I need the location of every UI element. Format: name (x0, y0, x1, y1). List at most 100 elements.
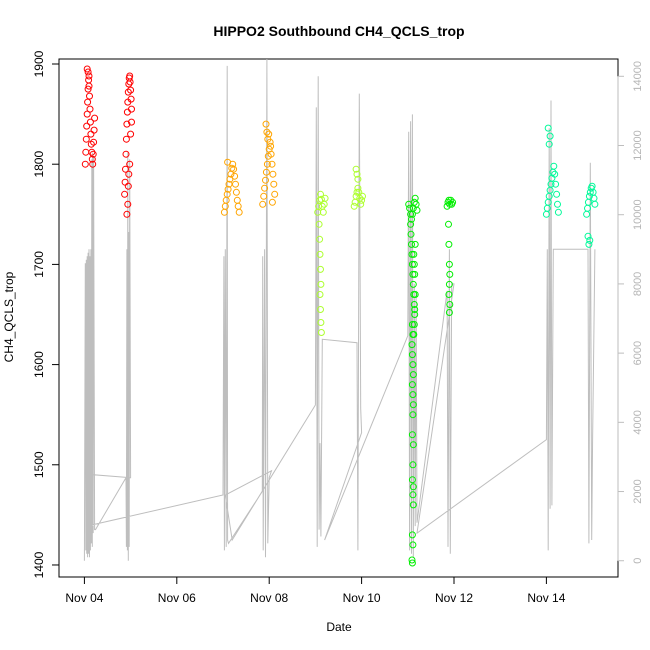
data-point (230, 165, 238, 173)
x-axis: Nov 04 Nov 06 Nov 08 Nov 10 Nov 12 Nov 14 (65, 576, 566, 605)
data-point (408, 531, 416, 539)
data-point (123, 120, 131, 128)
data-point (223, 190, 231, 198)
data-point (123, 108, 131, 116)
data-point (357, 200, 365, 208)
data-point (262, 120, 270, 128)
data-point (317, 265, 324, 273)
data-point (350, 202, 358, 210)
data-point (409, 461, 417, 469)
data-point (409, 441, 417, 449)
data-point (232, 180, 239, 188)
data-point (447, 196, 455, 204)
data-point (91, 114, 99, 122)
data-point (446, 270, 454, 278)
data-point (264, 135, 272, 143)
data-point (321, 194, 329, 202)
data-point (411, 306, 419, 313)
data-point (85, 82, 93, 90)
data-point (121, 190, 129, 198)
data-point (222, 196, 230, 204)
data-point (82, 148, 90, 156)
data-point (126, 160, 134, 168)
data-point (317, 319, 325, 326)
data-point (411, 291, 419, 298)
data-point (445, 309, 453, 316)
data-point (83, 122, 91, 130)
x-tick-label: Nov 10 (343, 591, 381, 605)
x-axis-label: Date (326, 620, 352, 634)
y2-tick-label: 14000 (632, 61, 644, 92)
data-point (88, 148, 96, 156)
data-point (449, 198, 457, 206)
data-point (86, 105, 94, 113)
y2-tick-label: 12000 (632, 130, 644, 161)
data-point (124, 182, 132, 190)
y-tick-label: 1900 (32, 50, 46, 77)
data-point (268, 160, 276, 168)
y-tick-label: 1700 (32, 251, 46, 278)
data-point (552, 180, 560, 188)
data-point (586, 236, 594, 244)
data-point (585, 240, 593, 248)
data-point (81, 160, 89, 168)
data-point (409, 401, 417, 409)
data-point (86, 92, 93, 100)
data-point (554, 200, 561, 208)
data-point (408, 351, 416, 359)
data-point (267, 142, 275, 150)
data-point (359, 192, 366, 200)
data-point (270, 180, 278, 188)
data-point (408, 215, 415, 223)
y2-tick-label: 8000 (632, 272, 644, 296)
data-point (315, 220, 323, 228)
data-point (232, 188, 240, 196)
x-tick-label: Nov 06 (158, 591, 196, 605)
data-point (268, 198, 276, 206)
data-point (584, 232, 592, 240)
data-point (128, 105, 135, 113)
data-point (127, 95, 135, 103)
data-point (86, 118, 94, 126)
data-point (445, 280, 453, 288)
data-point (408, 240, 415, 248)
y-axis-label: CH4_QCLS_trop (2, 271, 16, 362)
data-point (546, 186, 554, 194)
data-point (445, 240, 453, 248)
data-point (267, 150, 275, 158)
y2-tick-label: 2000 (632, 479, 644, 503)
y2-axis: 0 2000 4000 6000 8000 10000 12000 14000 (617, 61, 644, 564)
data-point (262, 176, 269, 184)
data-point (411, 270, 419, 278)
data-point (409, 501, 417, 509)
data-point (411, 194, 419, 202)
data-point (126, 78, 134, 86)
data-point (352, 165, 360, 173)
data-point (408, 321, 416, 328)
data-point (551, 170, 559, 178)
data-point (127, 86, 135, 94)
data-point (544, 124, 552, 132)
data-point (545, 140, 553, 148)
data-point (263, 160, 271, 168)
data-point (407, 230, 415, 238)
data-point (408, 559, 416, 567)
y-axis: 1400 1500 1600 1700 1800 1900 (32, 50, 60, 578)
data-point (271, 190, 279, 198)
data-point (445, 220, 452, 228)
chart-title: HIPPO2 Southbound CH4_QCLS_trop (213, 23, 464, 39)
data-point (84, 85, 92, 93)
x-tick-label: Nov 14 (527, 591, 565, 605)
data-point (407, 220, 415, 228)
y2-series-lines (83, 58, 596, 561)
data-point (122, 150, 130, 158)
data-point (87, 130, 95, 138)
y2-tick-label: 0 (632, 558, 644, 564)
data-point (358, 196, 366, 204)
data-point (316, 235, 324, 243)
y2-tick-label: 10000 (632, 199, 644, 230)
data-point (317, 190, 324, 198)
data-point (354, 175, 362, 183)
y-tick-label: 1400 (32, 551, 46, 578)
data-point (88, 155, 96, 163)
